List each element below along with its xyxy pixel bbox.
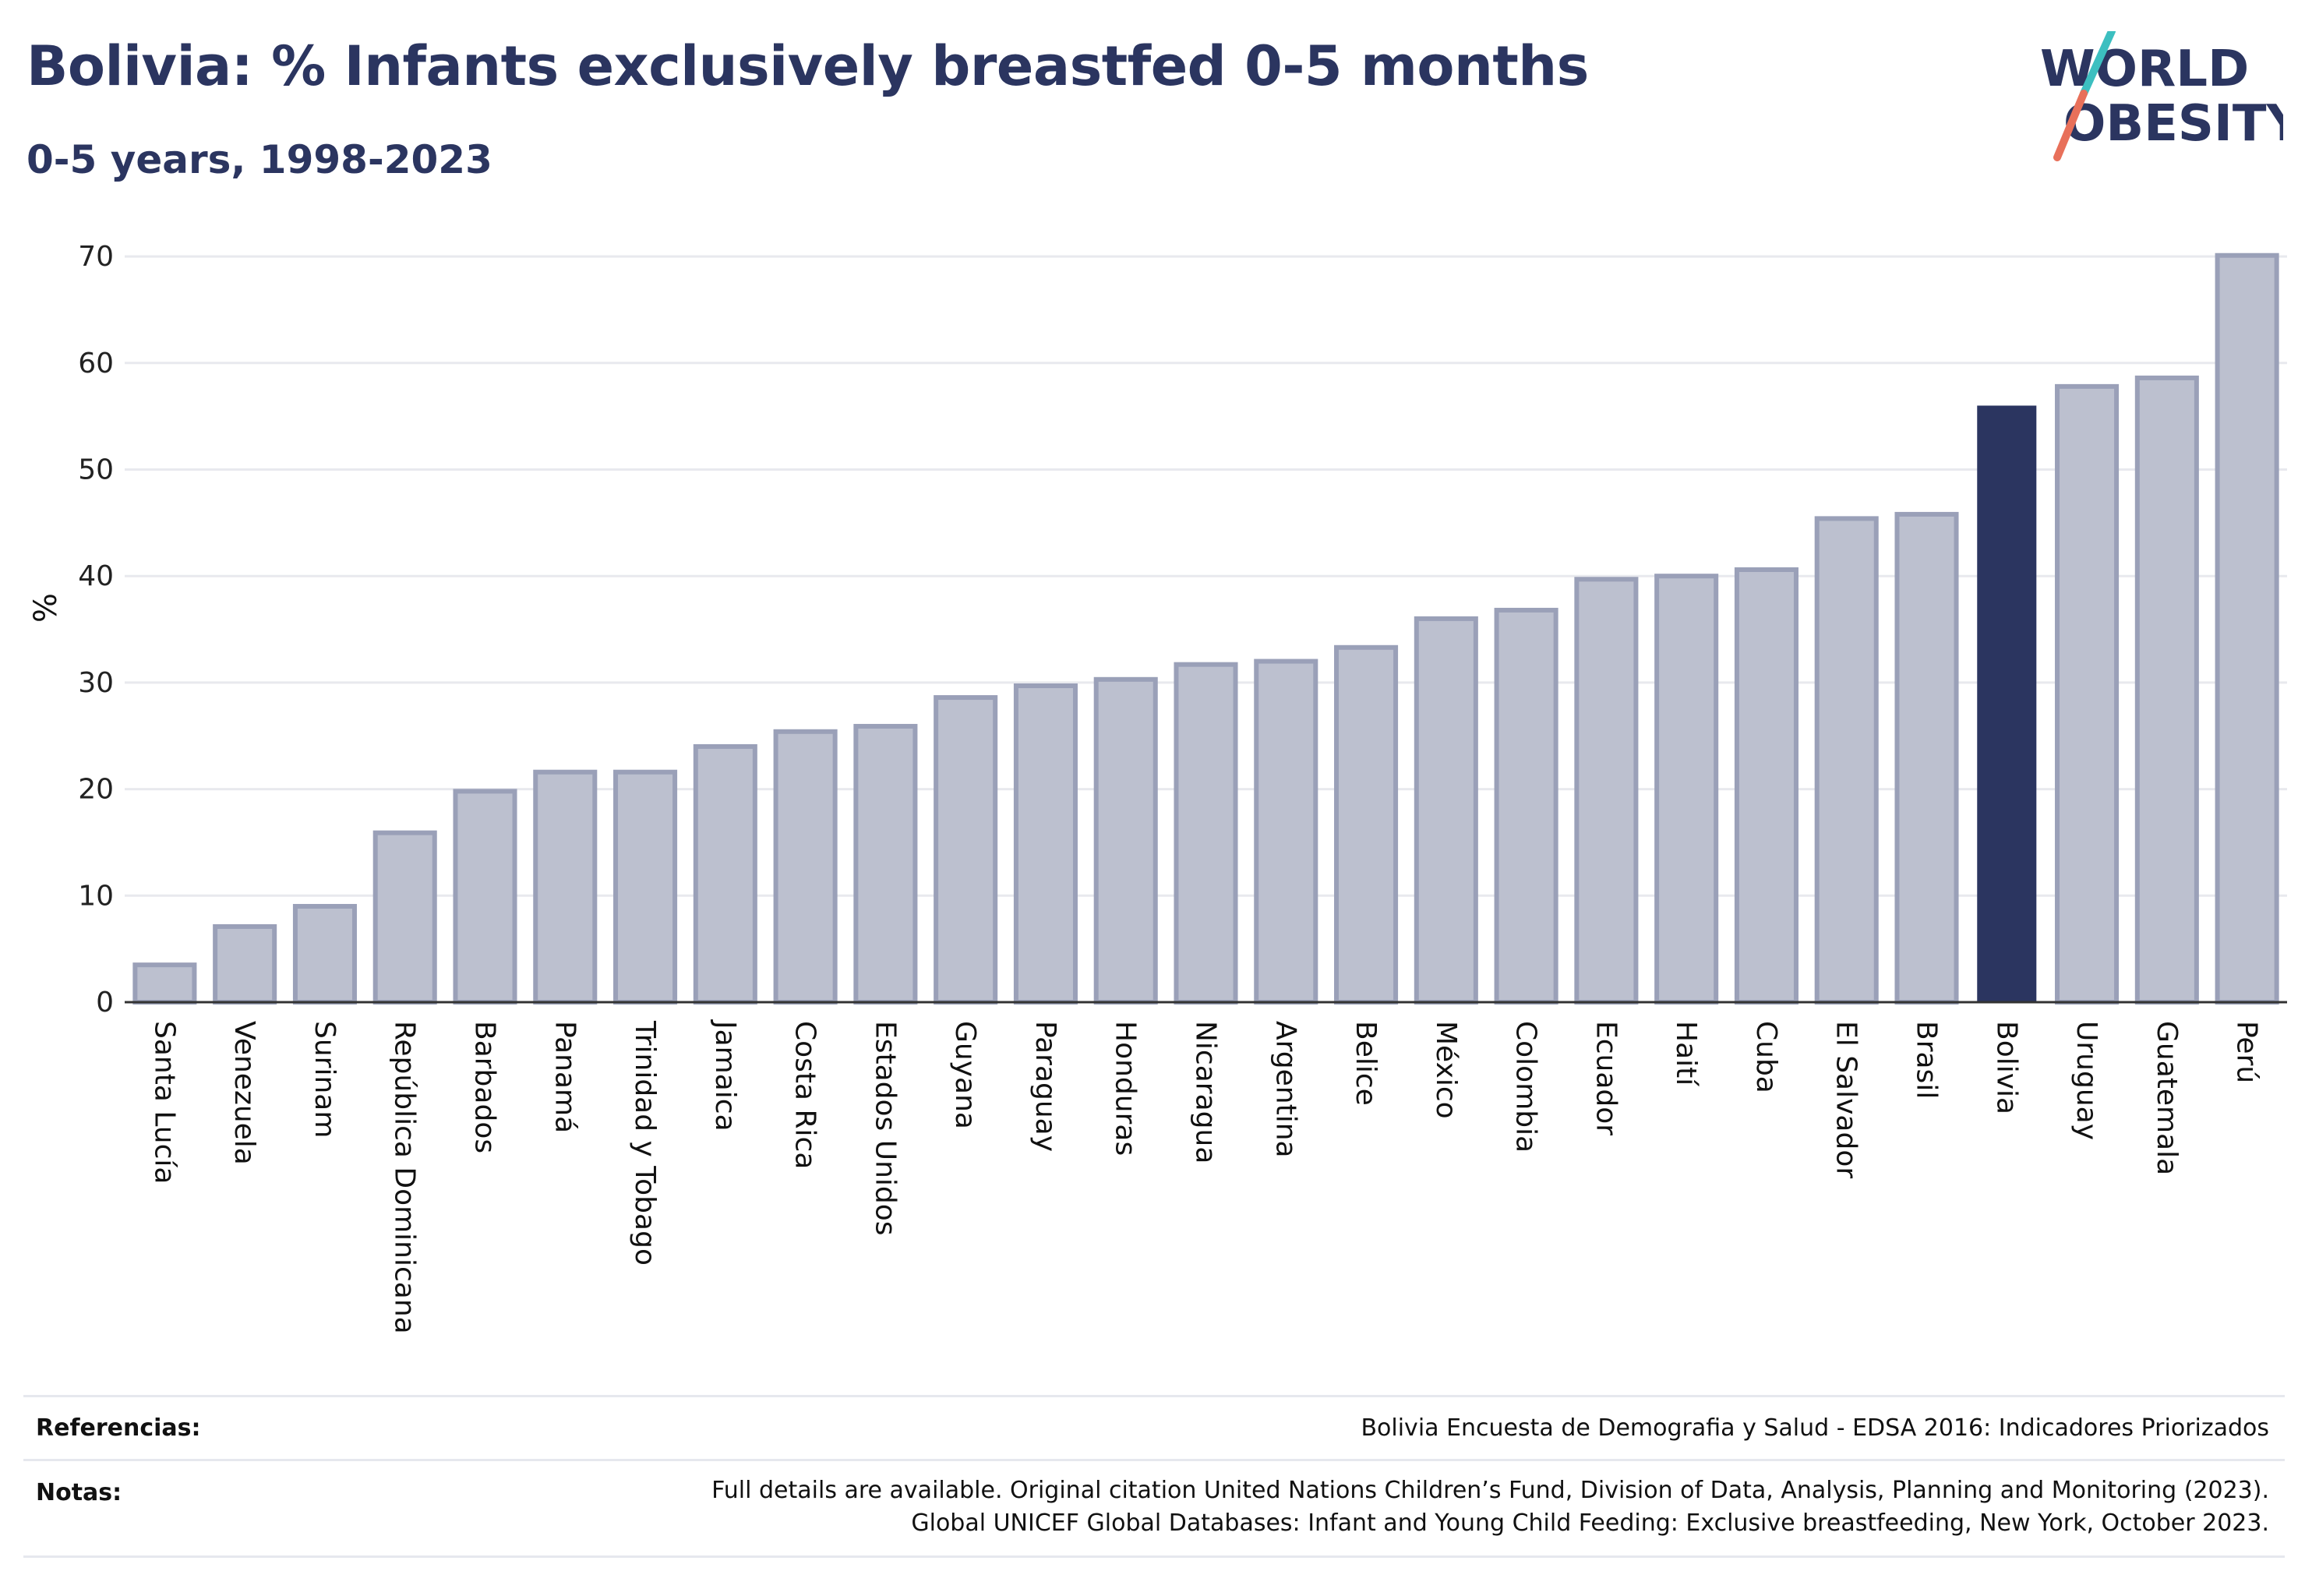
bar-highlight	[1977, 405, 2037, 1002]
x-tick-label: Uruguay	[2070, 1021, 2102, 1140]
x-tick-label: Trinidad y Tobago	[629, 1020, 661, 1266]
footer-divider-middle	[23, 1459, 2285, 1461]
references-label: Referencias:	[36, 1414, 201, 1442]
x-tick-label: Argentina	[1269, 1021, 1301, 1158]
x-tick-label: Jamaica	[709, 1019, 741, 1132]
bar	[1494, 607, 1558, 1005]
x-tick-label: Honduras	[1110, 1021, 1142, 1156]
slash-mark-icon	[2053, 31, 2116, 161]
bar	[1654, 574, 1719, 1005]
bar	[934, 695, 998, 1005]
x-tick-label: Costa Rica	[789, 1021, 821, 1169]
x-axis-ticks: Santa Lucía Venezuela Surinam República Dom…	[148, 1019, 2262, 1334]
y-tick-label: 30	[78, 667, 114, 699]
bar	[372, 830, 437, 1005]
x-tick-label: Cuba	[1750, 1021, 1782, 1093]
bar	[773, 729, 838, 1005]
footer-divider-bottom	[23, 1555, 2285, 1558]
bar	[1734, 567, 1798, 1005]
bar	[853, 723, 918, 1005]
y-tick-label: 0	[96, 987, 114, 1019]
x-tick-label: Ecuador	[1590, 1021, 1622, 1135]
x-tick-label: Estados Unidos	[869, 1021, 901, 1236]
bar	[1254, 659, 1318, 1005]
bar	[1414, 616, 1478, 1005]
x-tick-label: Belice	[1350, 1021, 1382, 1106]
x-tick-label: México	[1430, 1021, 1462, 1119]
bar	[453, 789, 517, 1005]
bar	[1013, 683, 1078, 1005]
x-tick-label: Guatemala	[2151, 1021, 2183, 1175]
x-tick-label: Nicaragua	[1190, 1021, 1222, 1163]
x-tick-label: Brasil	[1911, 1021, 1943, 1099]
logo-line2: OBESITY	[2063, 95, 2283, 153]
x-tick-label: Venezuela	[228, 1021, 260, 1165]
y-tick-label: 20	[78, 774, 114, 806]
bars	[132, 252, 2279, 1005]
world-obesity-logo: WORLD OBESITY	[2040, 31, 2283, 161]
notes-label: Notas:	[36, 1479, 122, 1506]
footer-divider-top	[23, 1395, 2285, 1397]
chart-title: Bolivia: % Infants exclusively breastfed…	[26, 34, 1589, 98]
bar	[132, 962, 197, 1005]
x-tick-label: Bolivia	[1990, 1021, 2022, 1114]
y-axis-label: %	[28, 593, 64, 623]
x-tick-label: Perú	[2231, 1021, 2263, 1083]
bar	[533, 769, 598, 1005]
bar	[1814, 516, 1879, 1005]
y-tick-label: 70	[78, 241, 114, 273]
x-tick-label: Paraguay	[1029, 1021, 1061, 1152]
bar	[1574, 577, 1639, 1005]
y-axis-ticks: 0 10 20 30 40 50 60 70	[78, 241, 114, 1019]
bar	[2134, 375, 2199, 1005]
x-tick-label: Colombia	[1510, 1021, 1542, 1153]
y-tick-label: 10	[78, 880, 114, 912]
y-tick-label: 60	[78, 348, 114, 380]
bar-chart: 0 10 20 30 40 50 60 70 Santa Lucía Venezuela Suri…	[28, 241, 2287, 1334]
x-tick-label: Guyana	[949, 1021, 981, 1129]
x-tick-label: Santa Lucía	[148, 1021, 180, 1184]
notes-line-2: Global UNICEF Global Databases: Infant a…	[911, 1509, 2269, 1537]
bar	[1093, 676, 1158, 1005]
x-tick-label: Panamá	[549, 1021, 581, 1133]
bar	[2055, 383, 2120, 1005]
references-text: Bolivia Encuesta de Demografia y Salud -…	[1361, 1414, 2269, 1442]
x-tick-label: Barbados	[469, 1021, 501, 1153]
bar	[213, 923, 277, 1005]
bar	[1894, 511, 1959, 1005]
bar	[292, 903, 357, 1005]
bar	[1334, 644, 1399, 1005]
y-tick-label: 40	[78, 560, 114, 592]
logo-line1: WORLD	[2040, 41, 2249, 98]
chart-subtitle: 0-5 years, 1998-2023	[26, 137, 492, 182]
bar	[1174, 662, 1238, 1005]
bar	[613, 769, 678, 1005]
x-tick-label: República Dominicana	[389, 1021, 421, 1334]
notes-text: Full details are available. Original cit…	[711, 1474, 2269, 1540]
x-tick-label: Haití	[1670, 1021, 1702, 1086]
x-tick-label: Surinam	[309, 1021, 341, 1138]
y-tick-label: 50	[78, 454, 114, 486]
bar	[2215, 252, 2279, 1005]
bar	[693, 743, 757, 1005]
x-tick-label: El Salvador	[1830, 1021, 1862, 1178]
notes-line-1: Full details are available. Original cit…	[711, 1477, 2269, 1504]
